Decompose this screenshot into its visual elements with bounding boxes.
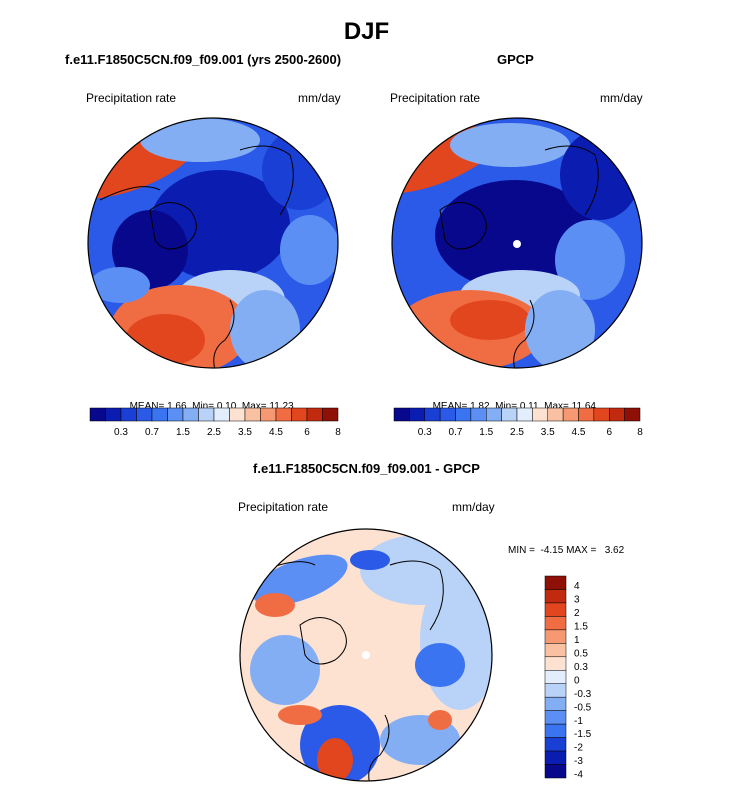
diff-variable-label: Precipitation rate: [238, 500, 329, 514]
obs-stats: MEAN= 1.82 Min= 0.11 Max= 11.64: [432, 401, 596, 412]
model-panel-title: f.e11.F1850C5CN.f09_f09.001 (yrs 2500-26…: [65, 52, 342, 67]
obs-variable-label: Precipitation rate: [390, 91, 481, 105]
diff-colorbar-swatch: [544, 737, 567, 752]
diff-colorbar-swatch: [544, 710, 567, 725]
diff-colorbar-swatch: [544, 750, 567, 765]
diff-colorbar-tick-label: -3: [574, 756, 583, 767]
model-colorbar-tick-label: 8: [335, 427, 341, 438]
obs-field: [392, 118, 642, 368]
model-colorbar-tick-label: 4.5: [269, 427, 283, 438]
diff-colorbar-swatch: [544, 656, 567, 671]
diff-colorbar-tick-label: 1.5: [574, 622, 588, 633]
diff-colorbar-tick-label: 1: [574, 635, 580, 646]
diff-colorbar-tick-label: -2: [574, 743, 583, 754]
obs-panel-title: GPCP: [497, 52, 534, 67]
diff-colorbar-tick-label: 0.5: [574, 648, 588, 659]
model-colorbar-tick-label: 2.5: [207, 427, 221, 438]
diff-units-label: mm/day: [452, 500, 495, 514]
obs-colorbar-swatch: [624, 407, 641, 422]
diff-colorbar-swatch: [544, 602, 567, 617]
model-units-label: mm/day: [298, 91, 341, 105]
diff-colorbar-tick-label: 4: [574, 581, 580, 592]
diff-colorbar-tick-label: -1: [574, 716, 583, 727]
diff-panel-title: f.e11.F1850C5CN.f09_f09.001 - GPCP: [253, 461, 480, 476]
obs-colorbar-tick-label: 8: [637, 427, 643, 438]
obs-colorbar-tick-label: 6: [606, 427, 612, 438]
diff-colorbar-tick-label: -1.5: [574, 729, 592, 740]
model-stats: MEAN= 1.66 Min= 0.10 Max= 11.23: [129, 401, 294, 412]
model-colorbar-tick-label: 0.7: [145, 427, 159, 438]
obs-units-label: mm/day: [600, 91, 643, 105]
diff-colorbar-swatch: [544, 616, 567, 631]
diff-colorbar-tick-label: -4: [574, 770, 583, 781]
diff-colorbar-tick-label: 2: [574, 608, 580, 619]
model-field: [88, 118, 338, 368]
model-colorbar-tick-label: 0.3: [114, 427, 128, 438]
diff-colorbar-swatch: [544, 643, 567, 658]
diff-colorbar-tick-label: 0.3: [574, 662, 588, 673]
diff-colorbar-swatch: [544, 723, 567, 738]
obs-colorbar-tick-label: 1.5: [479, 427, 493, 438]
diff-colorbar-tick-label: 3: [574, 595, 580, 606]
obs-colorbar-tick-label: 0.7: [449, 427, 463, 438]
diff-colorbar-tick-label: -0.5: [574, 702, 592, 713]
obs-colorbar-tick-label: 2.5: [510, 427, 524, 438]
diff-colorbar-swatch: [544, 670, 567, 684]
diff-colorbar-tick-label: -0.3: [574, 689, 592, 700]
diff-colorbar-swatch: [544, 575, 567, 590]
diff-colorbar-swatch: [544, 629, 567, 644]
model-colorbar-tick-label: 1.5: [176, 427, 190, 438]
model-variable-label: Precipitation rate: [86, 91, 177, 105]
diff-colorbar-swatch: [544, 764, 567, 779]
diff-colorbar-tick-label: 0: [574, 675, 580, 686]
figure-title: DJF: [343, 18, 390, 45]
diff-colorbar-swatch: [544, 696, 567, 711]
model-colorbar-tick-label: 6: [304, 427, 310, 438]
obs-colorbar-tick-label: 0.3: [418, 427, 432, 438]
diff-colorbar-swatch: [544, 589, 567, 604]
model-colorbar-swatch: [322, 407, 339, 422]
obs-colorbar-tick-label: 4.5: [572, 427, 586, 438]
diff-stats: MIN = -4.15 MAX = 3.62: [508, 545, 625, 556]
obs-colorbar-tick-label: 3.5: [541, 427, 555, 438]
model-colorbar-tick-label: 3.5: [238, 427, 252, 438]
diff-colorbar-swatch: [544, 683, 567, 698]
